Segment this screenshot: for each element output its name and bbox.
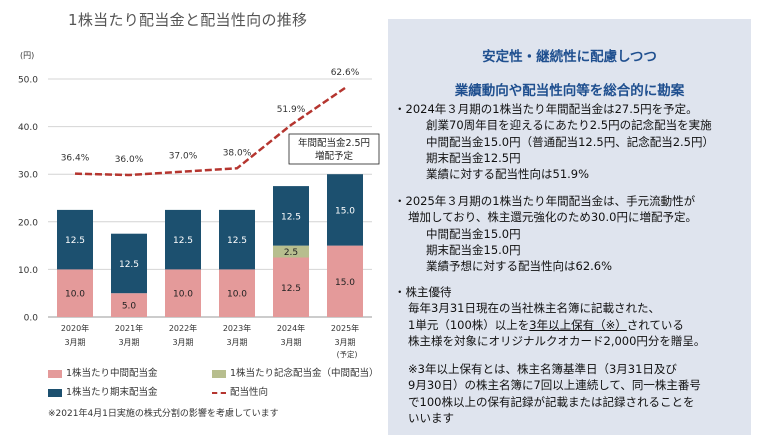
x-tick-month: 3月期 — [334, 338, 355, 347]
policy-panel: 安定性・継続性に配慮しつつ 業績動向や配当性向等を総合的に勘案 ・2024年３月… — [388, 19, 751, 435]
bar-segment — [219, 209, 255, 270]
holding-note-line-4: いいます — [408, 410, 454, 425]
x-tick-month: 3月期 — [280, 338, 301, 347]
fy2025-line-2: 期末配当金15.0円 — [426, 242, 521, 257]
bar-value-label: 10.0 — [227, 290, 247, 300]
benefit-heading: ・株主優待 — [394, 285, 452, 299]
legend-item-interim: 1株当たり中間配当金 — [48, 365, 158, 379]
bar-segment — [273, 186, 309, 246]
payout-ratio-label: 62.6% — [331, 68, 360, 78]
holding-note-line-1: ※3年以上保有とは、株主名簿基準日（3月31日及び — [408, 362, 677, 376]
legend-label-commemorative: 1株当たり記念配当金（中間配当） — [230, 368, 379, 379]
panel-heading-1: 安定性・継続性に配慮しつつ — [482, 49, 657, 65]
bar-value-label: 5.0 — [122, 302, 137, 312]
bar-value-label: 12.5 — [119, 260, 139, 270]
payout-ratio-label: 36.4% — [61, 154, 90, 164]
legend-item-payout: 配当性向 — [212, 384, 268, 398]
y-tick-label: 10.0 — [18, 266, 38, 276]
bar-segment — [273, 257, 309, 317]
y-tick-label: 50.0 — [18, 76, 38, 86]
y-tick-label: 20.0 — [18, 218, 38, 228]
bar-segment — [327, 245, 363, 317]
benefit-line-2: 1単元（100株）以上を3年以上保有（※）されている — [394, 317, 705, 333]
legend-item-year-end: 1株当たり期末配当金 — [48, 384, 158, 398]
payout-ratio-label: 36.0% — [115, 155, 144, 165]
bar-value-label: 12.5 — [65, 236, 85, 246]
legend-label-year-end: 1株当たり期末配当金 — [66, 387, 158, 398]
x-tick-month: 3月期 — [226, 338, 247, 347]
benefit-line-2b: 3年以上保有（※） — [529, 317, 627, 332]
x-tick-month: 3月期 — [118, 338, 139, 347]
payout-ratio-label: 37.0% — [169, 152, 198, 162]
benefit-line-3: 株主様を対象にオリジナルクオカード2,000円分を贈呈。 — [408, 333, 706, 348]
bar-segment — [165, 209, 201, 270]
payout-ratio-label: 38.0% — [223, 148, 252, 158]
section-fy2024: ・2024年３月期の1株当たり年間配当金は27.5円を予定。 創業70周年目を迎… — [394, 101, 714, 182]
bar-segment — [111, 233, 147, 294]
callout-line-1: 年間配当金2.5円 — [298, 137, 370, 149]
fy2025-main-2: 増加しており、株主還元強化のため30.0円に増配予定。 — [408, 210, 697, 225]
fy2025-main-1: ・2025年３月期の1株当たり年間配当金は、手元流動性が — [394, 194, 696, 208]
x-tick-year: 2022年 — [169, 323, 197, 333]
y-tick-label: 0.0 — [24, 314, 39, 324]
section-shareholder-benefit: ・株主優待 毎年3月31日現在の当社株主名簿に記載された、 1単元（100株）以… — [394, 284, 705, 349]
y-axis-unit: (円) — [20, 51, 34, 60]
fy2025-line-3: 業績予想に対する配当性向は62.6% — [426, 259, 613, 274]
bar-value-label: 12.5 — [281, 212, 301, 222]
x-tick-year: 2021年 — [115, 323, 143, 333]
y-tick-label: 30.0 — [18, 171, 38, 181]
x-tick-month: 3月期 — [64, 338, 85, 347]
fy2024-line-3: 期末配当金12.5円 — [426, 150, 521, 165]
fy2024-line-2: 中間配当金15.0円（普通配当12.5円、記念配当2.5円） — [426, 134, 714, 149]
payout-ratio-label: 51.9% — [277, 105, 306, 115]
legend-swatch-commemorative — [212, 369, 226, 378]
section-fy2025: ・2025年３月期の1株当たり年間配当金は、手元流動性が 増加しており、株主還元… — [394, 193, 697, 274]
bar-segment — [219, 269, 255, 317]
legend-swatch-interim — [48, 369, 62, 378]
bar-value-label: 15.0 — [335, 278, 355, 288]
fy2024-line-4: 業績に対する配当性向は51.9% — [426, 167, 590, 182]
x-tick-note: (予定) — [337, 349, 358, 359]
bar-segment — [327, 174, 363, 246]
fy2024-main: ・2024年３月期の1株当たり年間配当金は27.5円を予定。 — [394, 102, 698, 116]
panel-heading-2: 業績動向や配当性向等を総合的に勘案 — [454, 83, 685, 99]
benefit-line-2a: 1単元（100株）以上を — [408, 317, 530, 332]
section-holding-note: ※3年以上保有とは、株主名簿基準日（3月31日及び 9月30日）の株主名簿に7回… — [394, 361, 701, 426]
bar-value-label: 12.5 — [227, 236, 247, 246]
bar-segment — [273, 245, 309, 258]
x-tick-year: 2020年 — [61, 323, 89, 333]
stock-split-note: ※2021年4月1日実施の株式分割の影響を考慮しています — [48, 409, 279, 419]
fy2024-line-1: 創業70周年目を迎えるにあたり2.5円の記念配当を実施 — [426, 118, 712, 133]
x-tick-year: 2023年 — [223, 323, 251, 333]
bar-segment — [57, 269, 93, 317]
x-tick-year: 2025年 — [331, 323, 359, 333]
fy2025-line-1: 中間配当金15.0円 — [426, 226, 521, 241]
payout-ratio-line — [74, 86, 346, 177]
legend-item-commemorative: 1株当たり記念配当金（中間配当） — [212, 365, 379, 379]
bar-segment — [111, 293, 147, 317]
callout-box — [288, 133, 380, 165]
x-tick-year: 2024年 — [277, 323, 305, 333]
legend-label-payout: 配当性向 — [230, 387, 269, 398]
benefit-line-1: 毎年3月31日現在の当社株主名簿に記載された、 — [408, 301, 660, 316]
legend-label-interim: 1株当たり中間配当金 — [66, 368, 158, 379]
legend-line-payout — [212, 391, 226, 394]
bar-value-label: 10.0 — [173, 290, 193, 300]
bar-value-label: 12.5 — [281, 284, 301, 294]
bar-value-label: 12.5 — [173, 236, 193, 246]
callout-line-2: 増配予定 — [315, 150, 354, 162]
bar-value-label: 2.5 — [284, 248, 298, 258]
bar-segment — [165, 269, 201, 317]
bar-segment — [57, 209, 93, 270]
dividend-chart: (円) 0.0 10.0 20.0 30.0 40.0 50.0 10.0 12.5 2020年 3… — [18, 51, 380, 359]
holding-note-line-3: で100株以上の保有記録が記載または記録されることを — [408, 394, 695, 409]
bar-value-label: 15.0 — [335, 206, 355, 216]
y-tick-label: 40.0 — [18, 123, 38, 133]
holding-note-line-2: 9月30日）の株主名簿に7回以上連続して、同一株主番号 — [408, 378, 701, 393]
bar-value-label: 10.0 — [65, 290, 85, 300]
benefit-line-2c: されている — [626, 317, 684, 332]
legend-swatch-year-end — [48, 388, 62, 397]
x-tick-month: 3月期 — [172, 338, 193, 347]
chart-title: 1株当たり配当金と配当性向の推移 — [68, 11, 308, 29]
